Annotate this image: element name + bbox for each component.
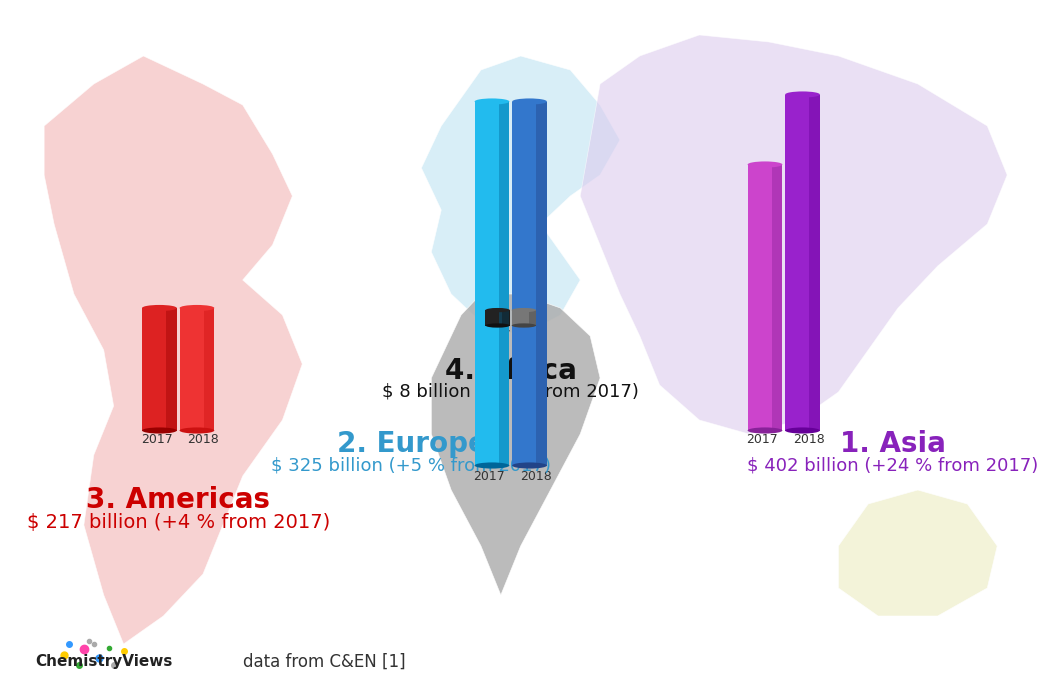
Ellipse shape (747, 428, 782, 433)
Ellipse shape (785, 92, 819, 97)
Text: 2017: 2017 (141, 433, 173, 446)
Polygon shape (580, 35, 1007, 434)
Bar (166, 308, 177, 430)
Polygon shape (45, 56, 302, 644)
Ellipse shape (475, 99, 510, 104)
Text: $ 8 billion (+4 % from 2017): $ 8 billion (+4 % from 2017) (383, 383, 639, 401)
Text: ChemistryViews: ChemistryViews (35, 654, 173, 669)
Bar (785, 94, 819, 430)
Bar (536, 102, 547, 466)
Text: 2017: 2017 (474, 470, 506, 484)
Bar (747, 164, 782, 430)
Text: 2017: 2017 (746, 433, 778, 446)
Ellipse shape (475, 463, 510, 468)
Ellipse shape (485, 308, 510, 312)
Text: 2018: 2018 (515, 329, 547, 342)
Ellipse shape (142, 428, 177, 433)
Text: $ 325 billion (+5 % from 2017): $ 325 billion (+5 % from 2017) (271, 456, 551, 475)
Text: data from C&EN [1]: data from C&EN [1] (243, 652, 405, 671)
Text: 4. Africa: 4. Africa (445, 357, 577, 385)
Bar (499, 102, 510, 466)
Bar (502, 310, 510, 326)
Ellipse shape (785, 428, 819, 433)
Ellipse shape (142, 305, 177, 311)
Bar (142, 308, 177, 430)
Bar (810, 94, 819, 430)
Bar (179, 308, 214, 430)
Ellipse shape (512, 99, 547, 104)
Ellipse shape (179, 305, 214, 311)
Text: 2018: 2018 (188, 433, 219, 446)
Bar (204, 308, 214, 430)
Polygon shape (431, 294, 600, 595)
Ellipse shape (512, 308, 536, 312)
Bar (475, 102, 510, 466)
Polygon shape (838, 490, 997, 616)
Bar (529, 310, 536, 326)
Text: $ 402 billion (+24 % from 2017): $ 402 billion (+24 % from 2017) (747, 456, 1039, 475)
Bar (512, 310, 536, 326)
Ellipse shape (747, 162, 782, 167)
Ellipse shape (512, 463, 547, 468)
Text: 2018: 2018 (520, 470, 552, 484)
Bar (772, 164, 782, 430)
Text: 2017: 2017 (479, 329, 511, 342)
Text: 1. Asia: 1. Asia (840, 430, 946, 458)
Bar (485, 310, 510, 326)
Ellipse shape (179, 428, 214, 433)
Text: 3. Americas: 3. Americas (86, 486, 270, 514)
Polygon shape (422, 56, 620, 336)
Text: 2. Europe: 2. Europe (336, 430, 487, 458)
Text: $ 217 billion (+4 % from 2017): $ 217 billion (+4 % from 2017) (26, 513, 330, 532)
Bar (512, 102, 547, 466)
Text: 2018: 2018 (793, 433, 825, 446)
Ellipse shape (485, 323, 510, 328)
Ellipse shape (512, 323, 536, 328)
